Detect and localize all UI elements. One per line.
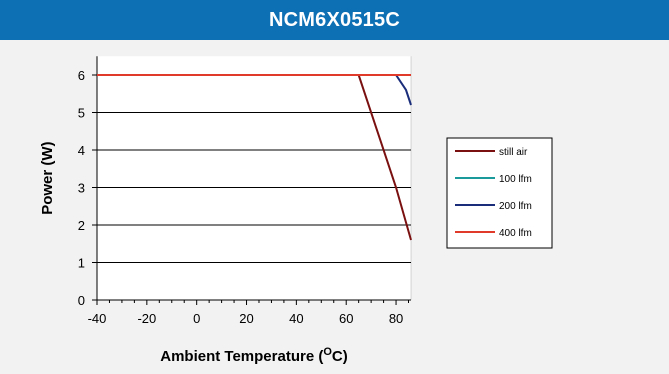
x-tick-label-40: 40 — [289, 311, 303, 326]
y-tick-label-2: 2 — [78, 218, 85, 233]
plot-area-white — [97, 56, 411, 300]
x-tick-label-20: 20 — [239, 311, 253, 326]
x-tick-label-60: 60 — [339, 311, 353, 326]
y-tick-label-1: 1 — [78, 256, 85, 271]
chart-svg: 0 1 2 3 4 5 6 -40 -20 0 20 40 60 80 Power (W) Ambient T… — [39, 56, 553, 365]
x-tick-label-80: 80 — [389, 311, 403, 326]
y-axis-title: Power (W) — [39, 141, 56, 214]
legend-label-1: 100 lfm — [499, 174, 532, 185]
legend-label-0: still air — [499, 147, 528, 158]
y-tick-label-3: 3 — [78, 181, 85, 196]
legend-label-3: 400 lfm — [499, 228, 532, 239]
y-tick-label-6: 6 — [78, 68, 85, 83]
legend-label-2: 200 lfm — [499, 201, 532, 212]
x-tick-label-0: 0 — [193, 311, 200, 326]
y-tick-label-0: 0 — [78, 293, 85, 308]
legend-box — [446, 137, 553, 249]
x-axis-title: Ambient Temperature (OC) — [160, 346, 347, 365]
y-tick-label-4: 4 — [78, 143, 85, 158]
x-tick-label--20: -20 — [137, 311, 156, 326]
x-tick-label--40: -40 — [88, 311, 107, 326]
y-tick-label-5: 5 — [78, 106, 85, 121]
chart-title: NCM6X0515C — [0, 0, 669, 40]
